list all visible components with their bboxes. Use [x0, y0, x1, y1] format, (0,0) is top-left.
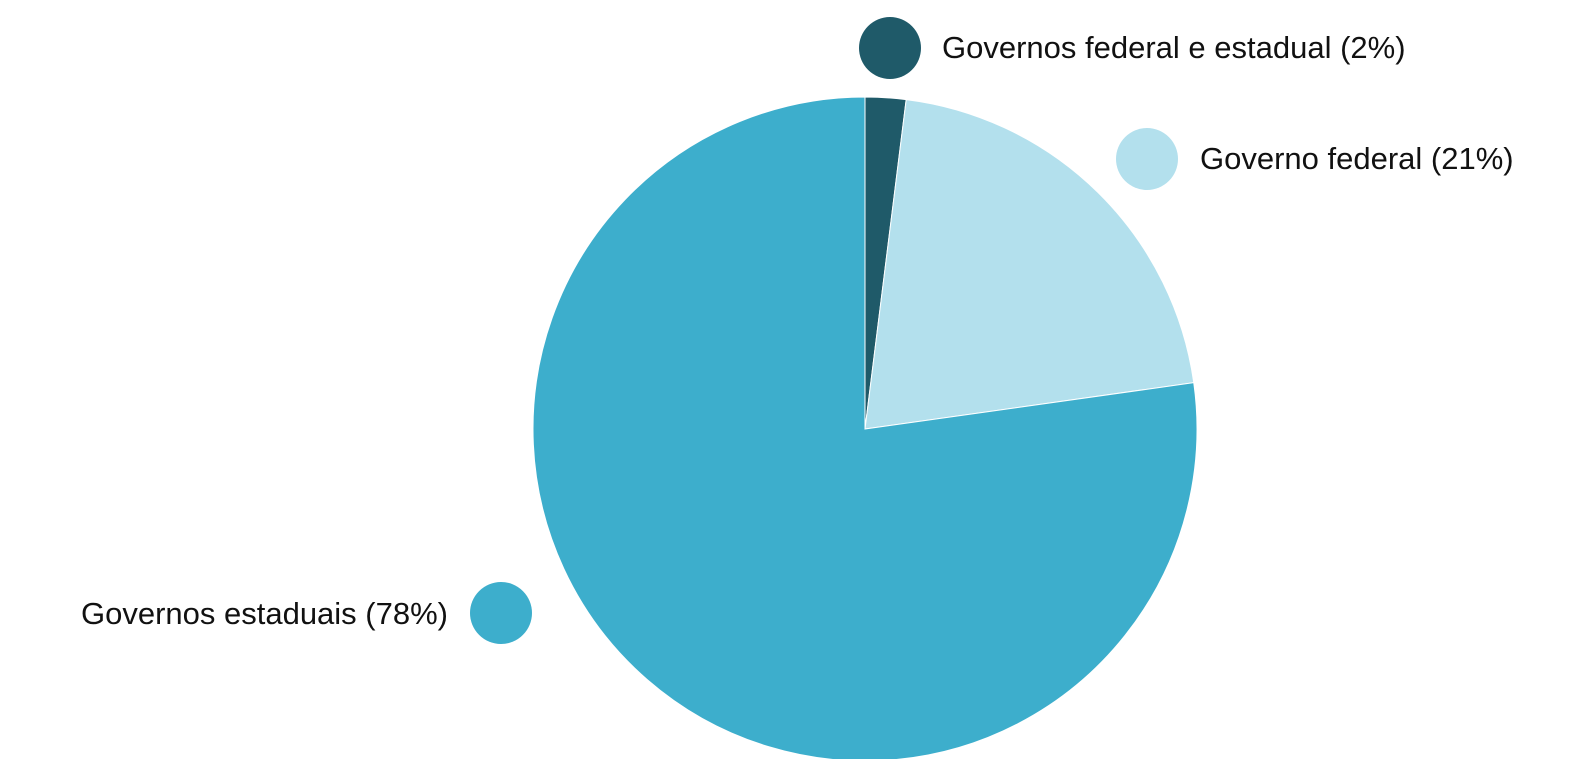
pie-slices [532, 96, 1198, 762]
pie-slice-estaduais [532, 96, 1198, 762]
legend-marker-estaduais [470, 582, 532, 644]
pie-slice-federal [864, 99, 1195, 430]
legend-label-estaduais: Governos estaduais (78%) [81, 596, 448, 631]
legend-marker-federal [1116, 128, 1178, 190]
legend-label-federal-estadual: Governos federal e estadual (2%) [942, 30, 1406, 65]
legend-marker-federal-estadual [859, 17, 921, 79]
pie-labels: Governos federal e estadual (2%) Governo… [81, 17, 1514, 644]
legend-label-federal: Governo federal (21%) [1200, 141, 1514, 176]
